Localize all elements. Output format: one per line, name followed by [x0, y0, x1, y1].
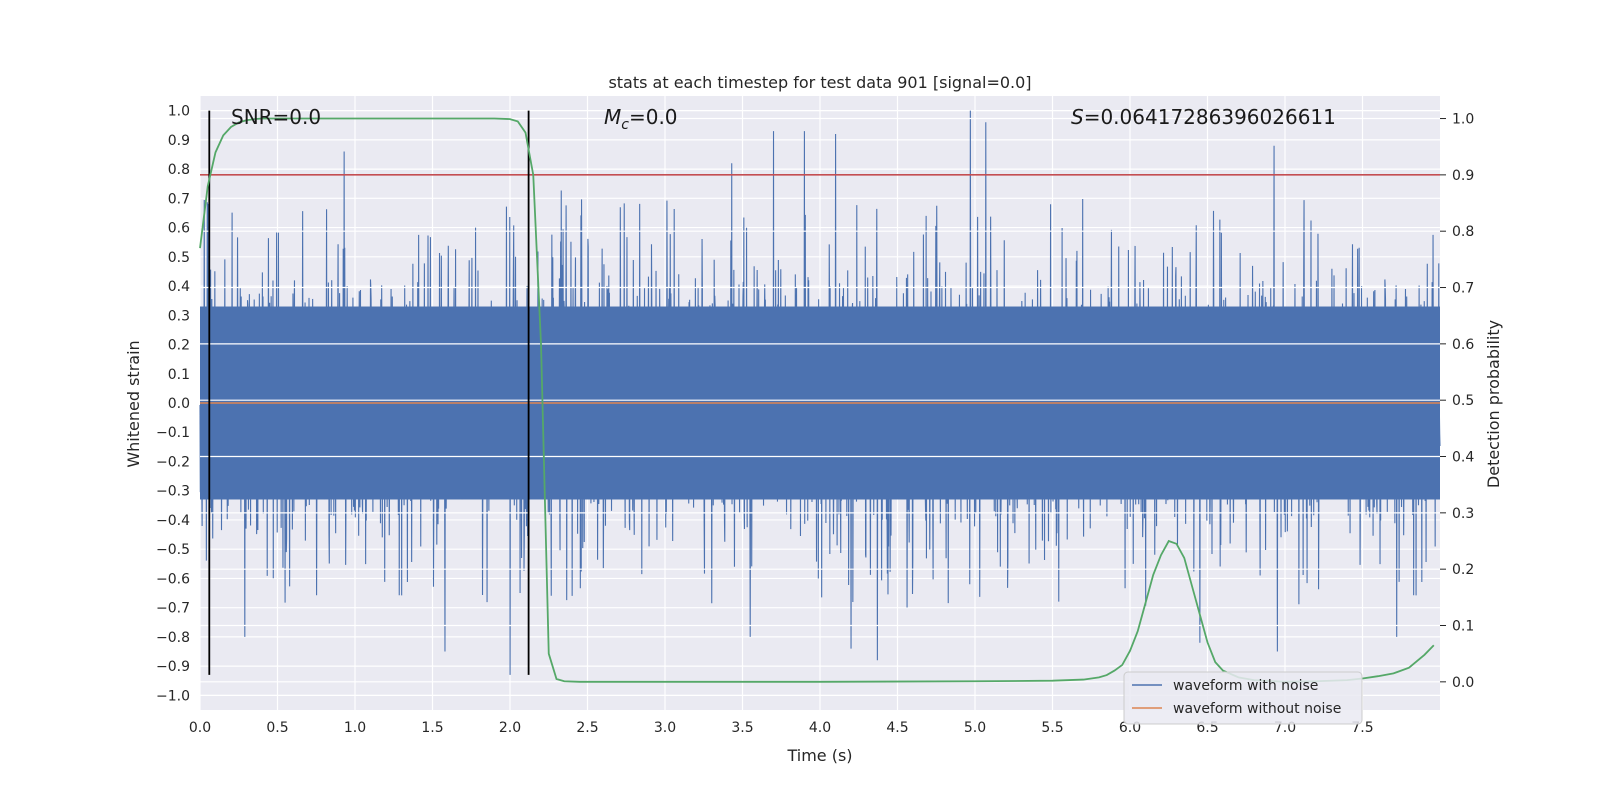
- mc-value: =0.0: [629, 105, 678, 129]
- y-axis-right: 1.0 0.9 0.8 0.7 0.6 0.5 0.4 0.3 0.2 0.1 0.0: [1440, 112, 1474, 691]
- y2-tick-label: 0.0: [1452, 675, 1474, 691]
- y2-tick-label: 0.8: [1452, 224, 1474, 240]
- y2-tick-label: 1.0: [1452, 112, 1474, 128]
- legend-label-noise: waveform with noise: [1173, 678, 1318, 694]
- x-axis-label: Time (s): [786, 746, 852, 765]
- s-symbol: S: [1071, 105, 1084, 129]
- x-tick-label: 0.5: [266, 720, 288, 736]
- mc-symbol: M: [604, 105, 621, 129]
- y2-tick-label: 0.2: [1452, 562, 1474, 578]
- x-tick-label: 5.5: [1041, 720, 1063, 736]
- y-tick-label: 0.5: [168, 250, 190, 266]
- y-tick-label: −0.8: [156, 630, 190, 646]
- x-tick-label: 4.0: [809, 720, 831, 736]
- x-tick-label: 4.5: [886, 720, 908, 736]
- legend: waveform with noise waveform without noi…: [1123, 671, 1363, 725]
- y-tick-label: −1.0: [156, 688, 190, 704]
- x-tick-label: 5.0: [964, 720, 986, 736]
- x-tick-label: 3.5: [731, 720, 753, 736]
- s-value: =0.06417286396026611: [1084, 105, 1336, 129]
- y-tick-label: −0.2: [156, 454, 190, 470]
- x-tick-label: 1.5: [421, 720, 443, 736]
- legend-box: [1123, 671, 1363, 725]
- y-axis-left: 1.0 0.9 0.8 0.7 0.6 0.5 0.4 0.3 0.2 0.1 0.0 −0.1 −0.…: [156, 104, 190, 705]
- x-tick-label: 3.0: [654, 720, 676, 736]
- x-tick-label: 2.0: [499, 720, 521, 736]
- y-tick-label: 0.3: [168, 308, 190, 324]
- y-tick-label: 0.6: [168, 221, 190, 237]
- x-tick-label: 1.0: [344, 720, 366, 736]
- x-tick-label: 0.0: [189, 720, 211, 736]
- s-annotation: S=0.06417286396026611: [1071, 105, 1336, 129]
- y-tick-label: 0.2: [168, 338, 190, 354]
- y2-tick-label: 0.1: [1452, 619, 1474, 635]
- y2-tick-label: 0.7: [1452, 281, 1474, 297]
- y-tick-label: −0.6: [156, 571, 190, 587]
- y-tick-label: 0.1: [168, 367, 190, 383]
- y-tick-label: −0.7: [156, 601, 190, 617]
- snr-annotation: SNR=0.0: [231, 105, 321, 129]
- mc-annotation: Mc=0.0: [604, 105, 678, 133]
- y-tick-label: −0.3: [156, 484, 190, 500]
- y2-tick-label: 0.4: [1452, 450, 1474, 466]
- y-tick-label: 0.8: [168, 162, 190, 178]
- y2-tick-label: 0.5: [1452, 393, 1474, 409]
- y2-axis-label: Detection probability: [1484, 320, 1503, 488]
- x-axis: 0.0 0.5 1.0 1.5 2.0 2.5 3.0 3.5 4.0 4.5 5.0 5.5 6.0 6…: [189, 720, 1374, 736]
- y2-tick-label: 0.9: [1452, 168, 1474, 184]
- y-axis-label: Whitened strain: [124, 340, 143, 467]
- y-tick-label: 0.7: [168, 191, 190, 207]
- legend-label-clean: waveform without noise: [1173, 701, 1341, 717]
- y-tick-label: −0.5: [156, 542, 190, 558]
- x-tick-label: 2.5: [576, 720, 598, 736]
- y-tick-label: −0.9: [156, 659, 190, 675]
- y-tick-label: 0.9: [168, 133, 190, 149]
- y-tick-label: −0.4: [156, 513, 190, 529]
- y-tick-label: 0.0: [168, 396, 190, 412]
- y2-tick-label: 0.6: [1452, 337, 1474, 353]
- y2-tick-label: 0.3: [1452, 506, 1474, 522]
- y-tick-label: −0.1: [156, 425, 190, 441]
- mc-subscript: c: [621, 117, 629, 133]
- chart-title: stats at each timestep for test data 901…: [608, 73, 1031, 92]
- y-tick-label: 0.4: [168, 279, 190, 295]
- line-series: [199, 110, 1440, 683]
- y-tick-label: 1.0: [168, 104, 190, 120]
